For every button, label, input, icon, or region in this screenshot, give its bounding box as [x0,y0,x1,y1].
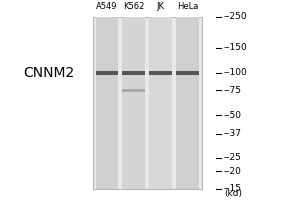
Bar [122,17,145,189]
Bar [95,71,118,75]
Bar [92,17,202,189]
Bar [122,89,145,92]
Text: --50: --50 [223,111,241,120]
Text: --100: --100 [223,68,247,77]
Text: --15: --15 [223,184,241,193]
Text: --25: --25 [223,153,241,162]
Text: --75: --75 [223,86,241,95]
Text: --37: --37 [223,129,241,138]
Text: CNNM2: CNNM2 [23,66,74,80]
Text: (kd): (kd) [225,189,243,198]
Text: --150: --150 [223,43,247,52]
Text: JK: JK [157,2,164,11]
Bar [176,17,199,189]
Text: --20: --20 [223,167,241,176]
Bar [95,17,118,189]
Bar [149,71,172,75]
Text: --250: --250 [223,12,247,21]
Bar [149,17,172,189]
Text: A549: A549 [96,2,118,11]
Bar [122,71,145,75]
Bar [176,71,199,75]
Text: HeLa: HeLa [177,2,198,11]
Text: K562: K562 [123,2,144,11]
